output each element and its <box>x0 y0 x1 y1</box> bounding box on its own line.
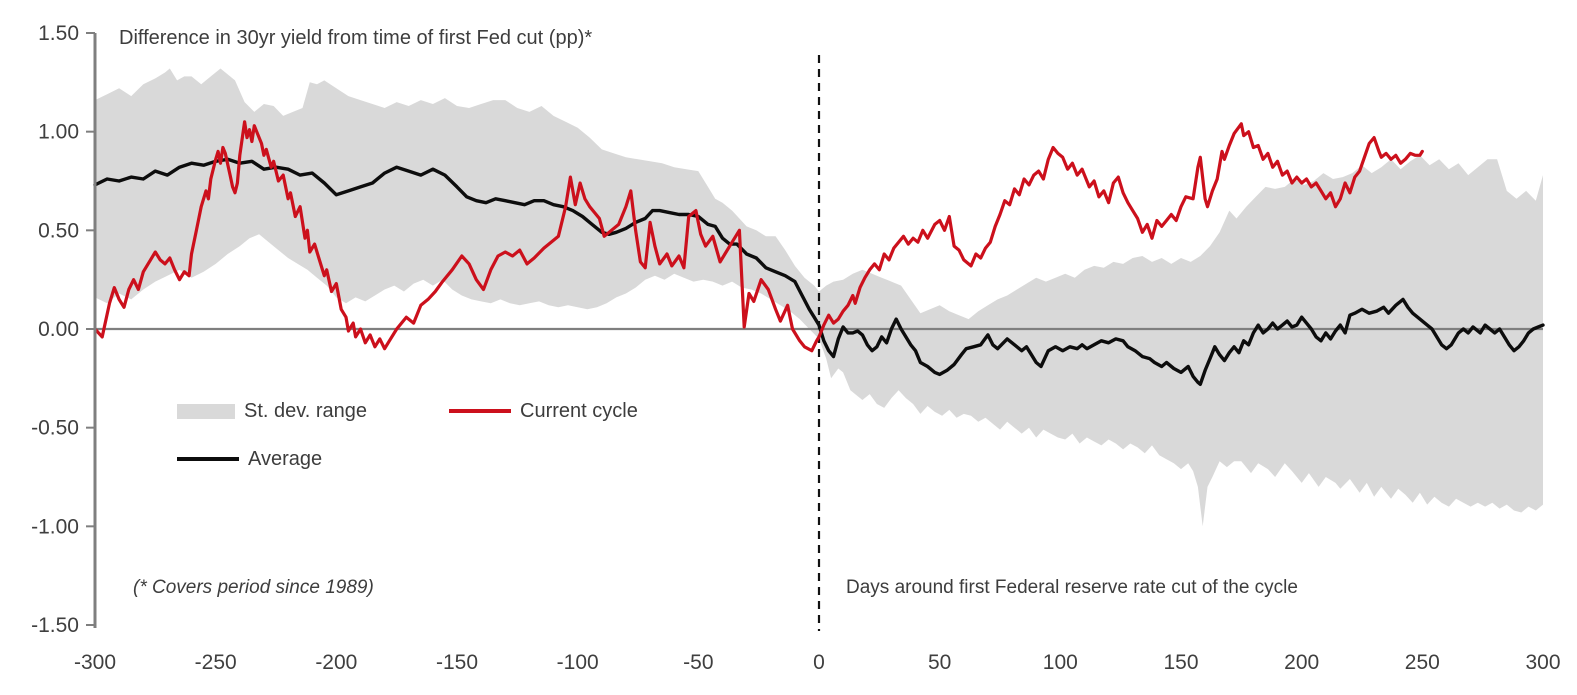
average-swatch <box>177 457 239 461</box>
y-tick-label: -0.50 <box>31 417 79 440</box>
legend-label-current-cycle: Current cycle <box>520 399 638 422</box>
x-tick-label: -200 <box>315 651 357 674</box>
legend-label-stdev-range: St. dev. range <box>244 399 368 422</box>
legend-item-current-cycle: Current cycle <box>449 396 638 426</box>
x-tick-label: 300 <box>1525 651 1560 674</box>
y-tick-label: -1.00 <box>31 515 79 538</box>
x-tick-label: 100 <box>1043 651 1078 674</box>
current-cycle-swatch <box>449 409 511 413</box>
x-tick-label: -250 <box>195 651 237 674</box>
footnote: (* Covers period since 1989) <box>133 577 374 598</box>
stdev-range-swatch <box>177 403 235 419</box>
y-tick-label: 1.00 <box>38 121 79 144</box>
x-tick-label: -300 <box>74 651 116 674</box>
y-tick-label: 0.00 <box>38 318 79 341</box>
legend-item-stdev-range: St. dev. range <box>177 396 367 426</box>
x-tick-label: 250 <box>1405 651 1440 674</box>
x-axis-annotation: Days around first Federal reserve rate c… <box>846 577 1298 598</box>
x-tick-label: 200 <box>1284 651 1319 674</box>
x-tick-label: -50 <box>683 651 713 674</box>
x-tick-label: 150 <box>1163 651 1198 674</box>
legend-item-average: Average <box>177 444 322 474</box>
x-tick-label: 0 <box>813 651 825 674</box>
current-cycle-line <box>93 120 1424 353</box>
chart-title: Difference in 30yr yield from time of fi… <box>119 27 593 49</box>
x-tick-label: 50 <box>928 651 951 674</box>
x-tick-label: -100 <box>557 651 599 674</box>
average-line <box>93 157 1545 386</box>
y-tick-label: 1.50 <box>38 22 79 45</box>
y-tick-label: -1.50 <box>31 614 79 637</box>
legend-label-average: Average <box>248 447 323 470</box>
y-tick-label: 0.50 <box>38 219 79 242</box>
x-tick-label: -150 <box>436 651 478 674</box>
